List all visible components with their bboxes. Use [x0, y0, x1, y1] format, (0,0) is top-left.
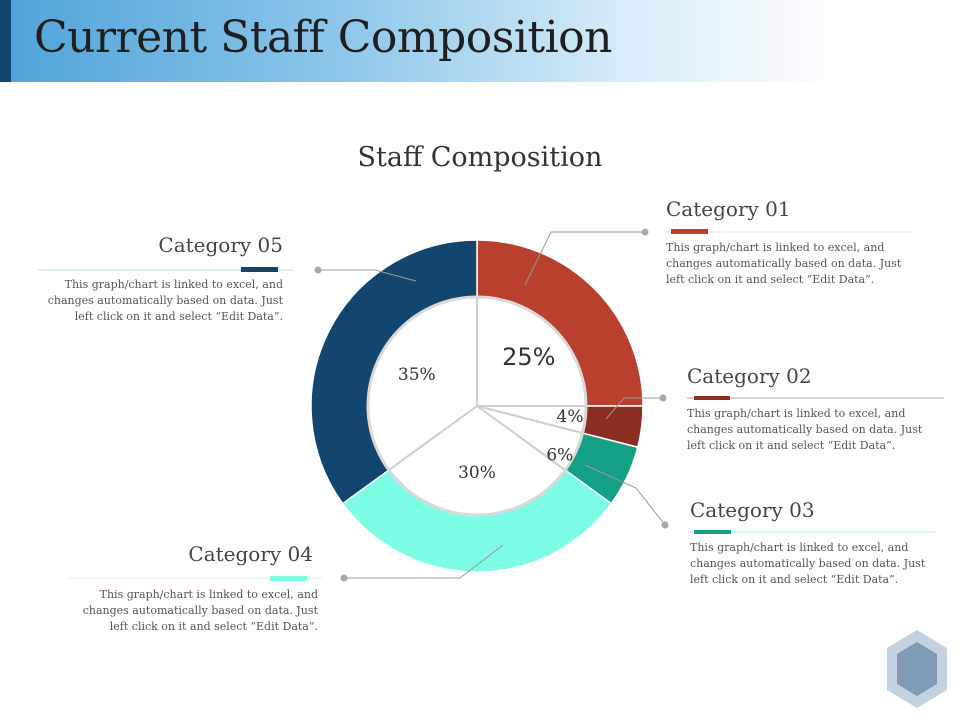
- cat03-accent: [694, 530, 731, 534]
- cat04-leader-line: [344, 544, 504, 579]
- data-label-category-02: 4%: [557, 407, 584, 427]
- cat01-leader-dot: [641, 228, 649, 236]
- cat03-title: Category 03: [690, 498, 815, 522]
- cat05-description: This graph/chart is linked to excel, and…: [47, 278, 283, 323]
- cat05-leader-line: [318, 269, 417, 282]
- cat04-description: This graph/chart is linked to excel, and…: [82, 588, 318, 633]
- cat03-leader-line: [584, 464, 666, 526]
- cat02-leader-dot: [659, 394, 667, 402]
- pie-data-labels: 25% 4% 6% 30% 35%: [398, 343, 584, 483]
- cat05-leader-dot: [314, 266, 322, 274]
- cat02-leader-line: [605, 397, 663, 420]
- data-label-category-04: 30%: [458, 463, 496, 483]
- data-label-category-01: 25%: [502, 343, 555, 371]
- cat04-leader-dot: [340, 574, 348, 582]
- cat01-title: Category 01: [666, 197, 791, 221]
- cat01-leader-line: [524, 231, 645, 286]
- cat03-leader-dot: [661, 521, 669, 529]
- hexagon-logo-icon: [887, 630, 947, 708]
- cat02-title: Category 02: [687, 364, 812, 388]
- cat01-description: This graph/chart is linked to excel, and…: [666, 241, 902, 286]
- data-label-category-05: 35%: [398, 365, 436, 385]
- title-accent-bar: [0, 0, 11, 82]
- cat03-description: This graph/chart is linked to excel, and…: [690, 541, 926, 586]
- cat04-title: Category 04: [188, 542, 313, 566]
- data-label-category-03: 6%: [546, 445, 573, 465]
- cat02-accent: [694, 396, 730, 400]
- title-bar: [0, 0, 960, 82]
- cat01-accent: [671, 229, 708, 234]
- chart-title: Staff Composition: [357, 142, 603, 173]
- inner-pie-rim: [366, 295, 588, 517]
- cat05-accent: [241, 267, 278, 272]
- cat04-accent: [270, 576, 307, 581]
- pie-inner: [366, 295, 588, 517]
- page-title: Current Staff Composition: [34, 12, 613, 63]
- cat02-description: This graph/chart is linked to excel, and…: [687, 407, 923, 452]
- cat05-title: Category 05: [158, 233, 283, 257]
